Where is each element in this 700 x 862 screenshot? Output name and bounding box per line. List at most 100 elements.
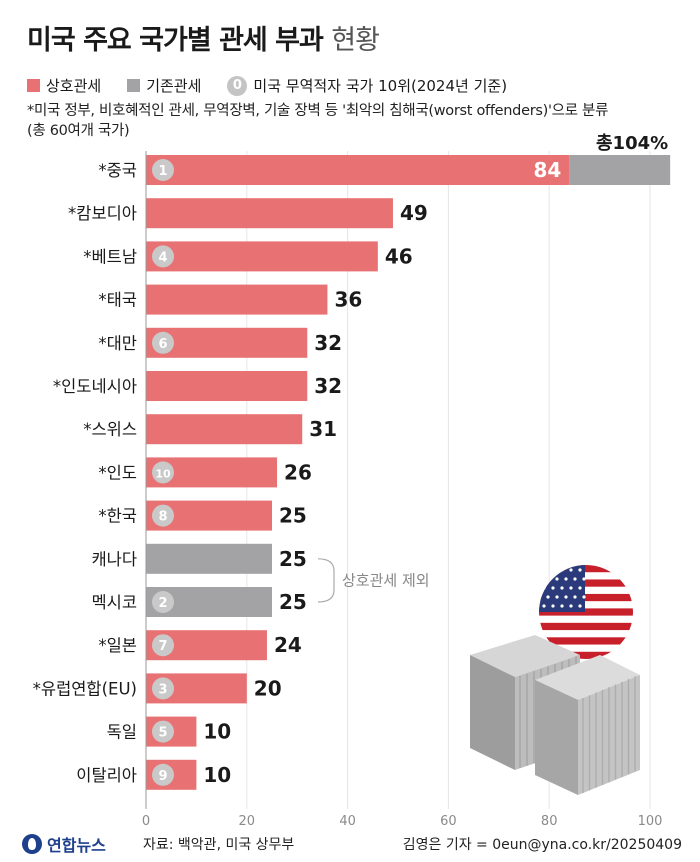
legend-item-rank: 0 미국 무역적자 국가 10위(2024년 기준)	[227, 75, 507, 96]
data-label: 26	[284, 460, 312, 484]
flag-stripe	[539, 651, 633, 659]
flag-star	[546, 595, 550, 599]
category-label: *태국	[98, 291, 137, 310]
bar	[146, 284, 328, 315]
rank-circle	[152, 634, 174, 657]
title-sub: 현황	[331, 25, 380, 56]
footnote-line-1: *미국 정부, 비호혜적인 관세, 무역장벽, 기술 장벽 등 '최악의 침해국…	[27, 103, 609, 119]
data-label: 49	[400, 201, 428, 225]
total-label: 총104%	[596, 133, 668, 154]
category-label: *인도	[98, 463, 137, 482]
flag-star	[542, 568, 546, 572]
rank-number: 9	[158, 769, 167, 784]
category-label: *베트남	[83, 247, 137, 266]
flag-star	[564, 595, 568, 599]
flag-star	[582, 577, 586, 581]
illustration	[470, 565, 640, 795]
category-label: *일본	[98, 636, 137, 655]
rank-circle	[152, 461, 174, 484]
bar	[146, 543, 272, 574]
data-label: 20	[254, 676, 282, 700]
data-label: 25	[279, 504, 307, 528]
x-tick-label: 80	[541, 814, 558, 829]
flag-stripe	[539, 565, 633, 573]
category-label: *대만	[98, 334, 137, 353]
x-tick-label: 0	[142, 814, 150, 829]
chart-title: 미국 주요 국가별 관세 부과 현황	[27, 18, 380, 57]
bar	[146, 198, 393, 229]
data-label: 10	[203, 720, 231, 744]
bar	[146, 371, 308, 401]
footnote: *미국 정부, 비호혜적인 관세, 무역장벽, 기술 장벽 등 '최악의 침해국…	[27, 101, 687, 141]
rank-circle	[152, 245, 174, 268]
category-label: *한국	[98, 507, 137, 526]
source-text: 자료: 백악관, 미국 상무부	[143, 837, 295, 853]
flag-star	[564, 577, 568, 581]
rank-circle	[152, 677, 174, 700]
flag-star	[551, 586, 555, 590]
category-label: *스위스	[83, 420, 137, 439]
rank-circle	[152, 504, 174, 527]
category-label: 멕시코	[91, 593, 137, 612]
flag-star	[551, 604, 555, 608]
rank-number: 8	[158, 510, 167, 525]
rank-circle	[152, 159, 174, 181]
x-axis: 0 20 40 60 80 100	[142, 151, 663, 829]
data-label: 32	[314, 374, 342, 398]
flag-star	[582, 595, 586, 599]
flag-stripe	[539, 637, 633, 645]
rank-number: 7	[158, 639, 167, 654]
title-main: 미국 주요 국가별 관세 부과	[27, 25, 324, 56]
data-label: 31	[309, 417, 337, 441]
rank-circle	[152, 331, 174, 354]
data-label: 25	[279, 547, 307, 571]
legend: 상호관세 기존관세 0 미국 무역적자 국가 10위(2024년 기준)	[27, 75, 533, 96]
flag-stripe	[539, 622, 633, 631]
rank-number: 10	[155, 467, 171, 480]
legend-label-existing: 기존관세	[146, 77, 202, 95]
rank-number: 4	[158, 250, 167, 265]
bar-existing-segment	[569, 155, 671, 185]
yonhap-logo: 연합뉴스	[22, 832, 106, 856]
flag-star	[569, 568, 573, 572]
flag-star	[578, 568, 582, 572]
bar	[146, 155, 570, 185]
category-label: *중국	[98, 161, 137, 180]
x-tick-label: 40	[339, 814, 356, 829]
legend-swatch-reciprocal	[27, 79, 40, 92]
flag-star	[555, 577, 559, 581]
credit-text: 김영은 기자 = 0eun@yna.co.kr/20250409	[402, 837, 682, 853]
flag-star	[551, 568, 555, 572]
category-label: *캄보디아	[68, 204, 137, 223]
data-label: 10	[203, 763, 231, 787]
legend-swatch-existing	[127, 79, 141, 92]
category-label: 캐나다	[91, 550, 137, 569]
flag-stripe	[539, 593, 633, 602]
data-label: 25	[279, 590, 307, 614]
flag-star	[569, 604, 573, 608]
flag-star	[578, 586, 582, 590]
legend-item-reciprocal: 상호관세	[27, 75, 101, 96]
flag-stripe	[539, 579, 633, 587]
legend-label-rank: 미국 무역적자 국가 10위(2024년 기준)	[253, 77, 508, 95]
x-tick-label: 100	[638, 814, 663, 829]
x-tick-label: 20	[239, 814, 256, 829]
flag-star	[578, 604, 582, 608]
rank-number: 3	[158, 682, 167, 697]
rank-number: 2	[158, 596, 167, 611]
rank-circle	[152, 763, 174, 786]
flag-star	[569, 586, 573, 590]
rank-number: 6	[158, 337, 167, 352]
data-label: 84	[534, 158, 562, 182]
flag-star	[555, 595, 559, 599]
x-tick-label: 60	[440, 814, 457, 829]
yonhap-logo-icon	[22, 834, 42, 854]
category-label: 독일	[107, 723, 137, 742]
us-flag-globe-icon	[539, 565, 633, 659]
rank-number: 5	[158, 726, 167, 741]
rank-circle	[152, 591, 174, 613]
flag-star	[560, 604, 564, 608]
legend-rank-circle: 0	[227, 75, 248, 96]
category-label: *유럽연합(EU)	[33, 679, 137, 698]
bar	[146, 414, 303, 445]
